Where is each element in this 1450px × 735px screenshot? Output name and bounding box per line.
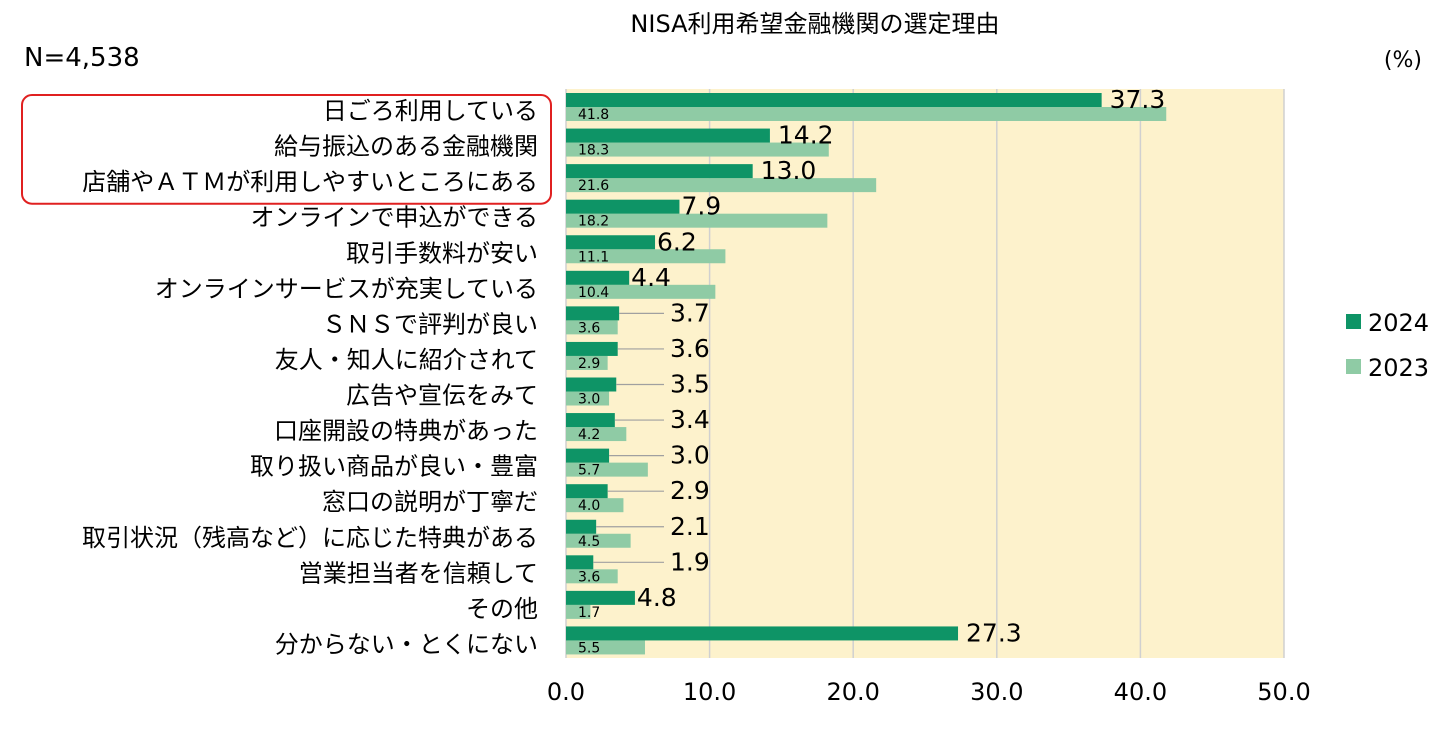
data-label-2024: 14.2 [778,121,834,150]
data-label-2023: 4.2 [578,427,600,443]
bars: 41.8 37.3 18.3 14.2 21.6 13.0 18.2 7.9 11.1 6.2 10… [566,85,1167,656]
category-label: 窓口の説明が丁寧だ [322,488,538,516]
category-label: ＳＮＳで評判が良い [322,310,538,338]
x-tick-label: 0.0 [547,678,585,706]
data-label-2023: 3.0 [578,392,600,408]
x-tick-label: 50.0 [1257,678,1310,706]
data-label-2024: 1.9 [670,547,710,576]
bar-2024 [566,270,630,285]
data-label-2024: 37.3 [1110,85,1166,114]
category-label: オンラインサービスが充実している [155,275,538,303]
bar-2023 [566,533,631,548]
bar-2024 [566,590,635,605]
category-label: 店舗やＡＴＭが利用しやすいところにある [82,168,538,196]
category-label: 営業担当者を信頼して [299,559,538,587]
bar-2024 [566,448,610,463]
data-label-2024: 2.1 [670,512,710,541]
bar-2023 [566,427,627,442]
legend-swatch-2024 [1346,314,1361,329]
x-tick-label: 20.0 [826,678,879,706]
chart-title: NISA利用希望金融機関の選定理由 [630,10,999,38]
bar-2023 [566,569,618,584]
data-label-2024: 3.5 [670,370,710,399]
category-label: 取引手数料が安い [346,239,538,267]
category-label: 給与振込のある金融機関 [274,133,538,161]
data-label-2023: 2.9 [578,356,600,372]
bar-2023 [566,604,591,619]
data-label-2023: 10.4 [578,285,609,301]
category-label: 友人・知人に紹介されて [275,346,538,374]
data-label-2023: 4.5 [578,534,600,550]
data-label-2024: 13.0 [761,156,817,185]
bar-2023 [566,320,618,335]
x-tick-label: 10.0 [683,678,736,706]
data-label-2024: 3.6 [670,334,710,363]
bar-2024 [566,93,1102,107]
sample-size-label: N=4,538 [24,43,140,73]
bar-2024 [566,555,594,570]
legend-label-2024: 2024 [1368,309,1429,337]
data-label-2023: 3.6 [578,569,600,585]
data-label-2023: 5.5 [578,640,600,656]
category-label: 日ごろ利用している [323,97,538,125]
unit-label: (%) [1384,48,1422,73]
data-label-2024: 6.2 [657,227,697,256]
data-label-2023: 11.1 [578,249,609,265]
bar-2023 [566,107,1167,121]
data-label-2023: 1.7 [578,605,600,621]
category-labels: 日ごろ利用している給与振込のある金融機関店舗やＡＴＭが利用しやすいところにあるオ… [82,97,538,658]
data-label-2024: 3.7 [670,298,710,327]
data-label-2023: 18.3 [578,143,609,159]
legend-swatch-2023 [1346,359,1361,374]
highlight-box [21,94,552,205]
data-label-2024: 2.9 [670,476,710,505]
bar-2024 [566,306,620,321]
x-tick-label: 30.0 [970,678,1023,706]
category-label: その他 [466,595,538,623]
bar-2024 [566,164,753,179]
bar-2024 [566,626,959,641]
bar-2023 [566,142,829,157]
bar-2024 [566,413,615,428]
category-label: 取引状況（残高など）に応じた特典がある [82,524,538,552]
legend: 2024 2023 [1346,309,1429,382]
data-label-2023: 4.0 [578,498,600,514]
data-label-2023: 21.6 [578,178,609,194]
bar-2024 [566,128,770,143]
data-label-2024: 3.4 [670,405,710,434]
bar-2024 [566,484,608,499]
bar-2024 [566,377,617,392]
bar-2023 [566,640,645,655]
bar-2024 [566,341,618,356]
category-label: 分からない・とくにない [275,630,538,658]
bar-2023 [566,249,726,264]
bar-2024 [566,199,680,214]
bar-2023 [566,462,648,477]
data-label-2023: 5.7 [578,463,600,479]
bar-2023 [566,391,610,406]
category-label: 広告や宣伝をみて [346,382,538,410]
category-label: オンラインで申込ができる [250,204,538,232]
bar-2023 [566,498,624,513]
bar-2024 [566,519,597,534]
bar-2024 [566,235,656,250]
data-label-2024: 3.0 [670,441,710,470]
bar-2023 [566,178,877,193]
data-label-2024: 27.3 [966,618,1022,647]
category-label: 口座開設の特典があった [274,417,538,445]
data-label-2023: 18.2 [578,214,609,230]
data-label-2023: 3.6 [578,320,600,336]
category-label: 取り扱い商品が良い・豊富 [250,453,538,481]
bar-2023 [566,213,828,228]
bar-2023 [566,355,608,370]
data-label-2023: 41.8 [578,107,609,123]
bar-2023 [566,284,716,299]
x-axis: 0.0 10.0 20.0 30.0 40.0 50.0 [547,678,1311,706]
data-label-2024: 7.9 [681,192,721,221]
x-tick-label: 40.0 [1114,678,1167,706]
legend-label-2023: 2023 [1368,354,1429,382]
data-label-2024: 4.8 [637,583,677,612]
data-label-2024: 4.4 [631,263,671,292]
